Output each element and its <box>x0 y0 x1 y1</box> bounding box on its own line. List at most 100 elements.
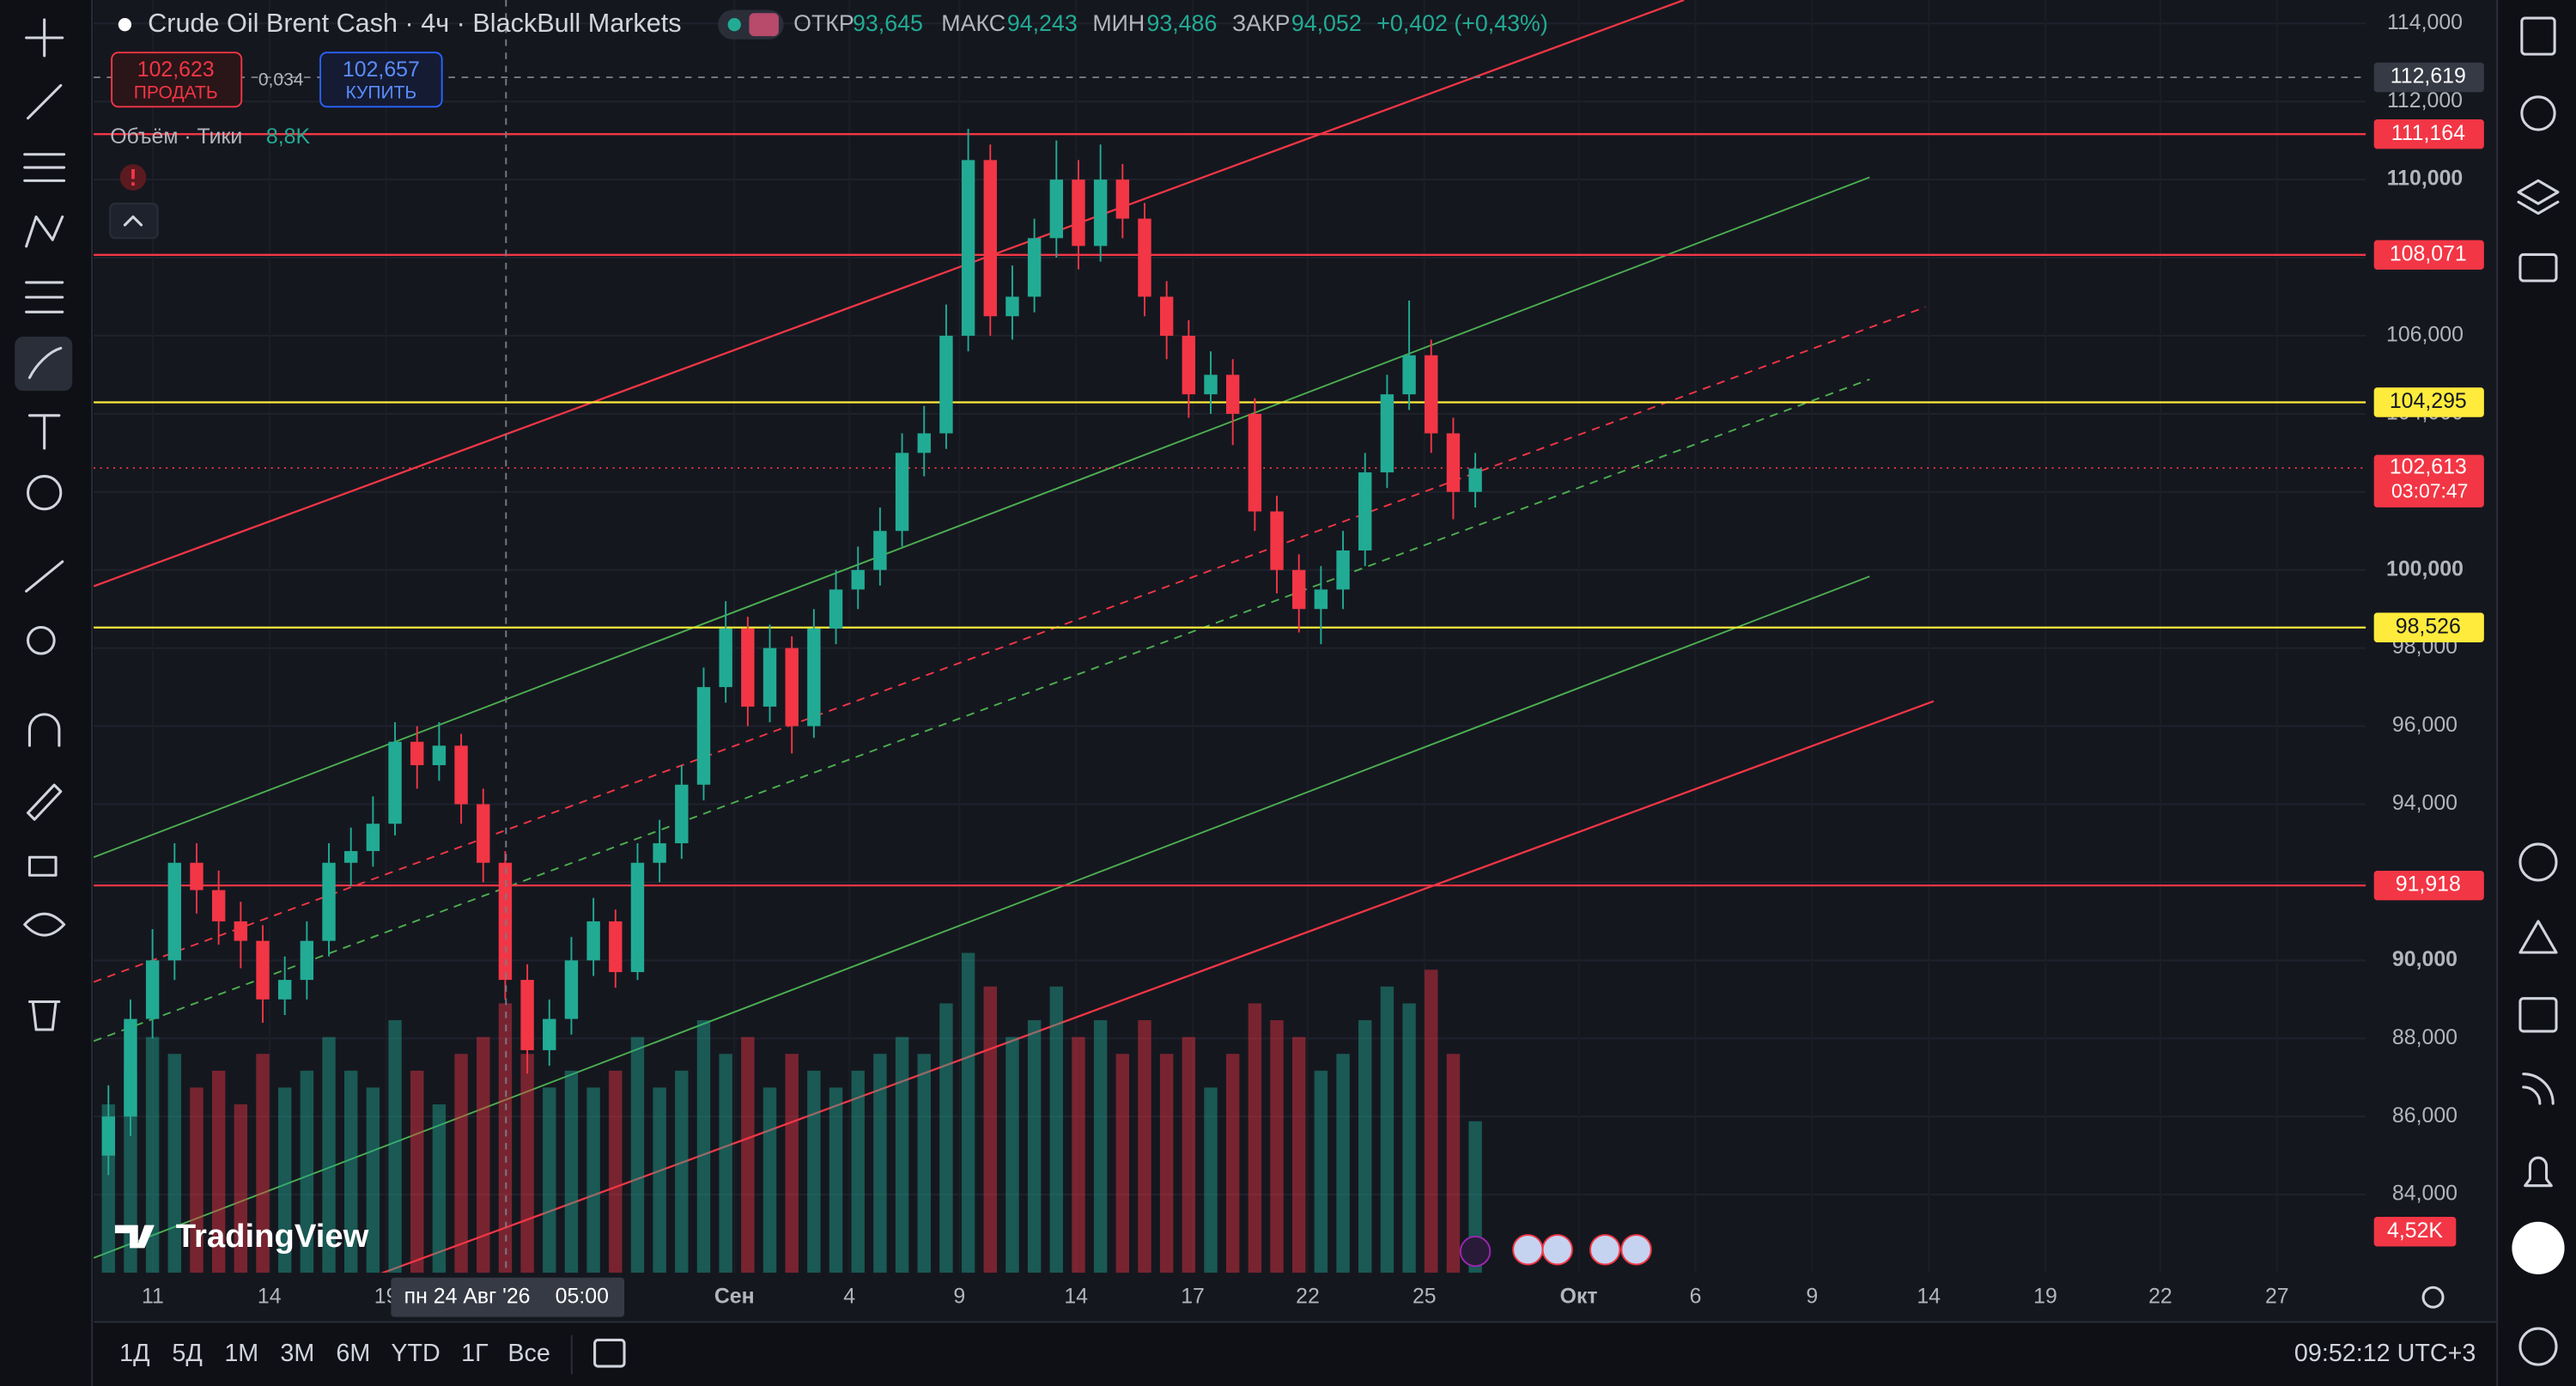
x-tick-label: 27 <box>2265 1284 2289 1308</box>
date-range-icon[interactable] <box>593 1338 626 1368</box>
candle-body <box>719 628 732 688</box>
event-icon[interactable] <box>1459 1236 1492 1267</box>
chat-icon[interactable] <box>2518 252 2558 283</box>
volume-bar <box>410 1070 424 1274</box>
volume-bar <box>1425 970 1438 1274</box>
candle-body <box>256 940 270 1000</box>
y-tick-label: 94,000 <box>2392 791 2458 815</box>
help-icon[interactable] <box>2518 1327 2558 1366</box>
countdown: 03:07:47 <box>2391 480 2468 502</box>
candle-body <box>410 741 424 766</box>
sell-price: 102,623 <box>137 58 215 82</box>
bottom-bar: 09:52:12 UTC+3 1Д 5Д 1М 3М 6М YTD 1Г Все <box>119 1334 2476 1375</box>
candle-body <box>762 647 777 707</box>
sell-button[interactable] <box>111 52 243 108</box>
emoji-tool[interactable] <box>26 475 63 511</box>
price-axis <box>2366 0 2498 1322</box>
settings-icon[interactable] <box>2421 1286 2445 1309</box>
notifications-icon[interactable] <box>2524 1156 2553 1188</box>
projection-tool[interactable] <box>25 281 64 313</box>
candle-body <box>851 569 865 590</box>
y-tick-label: 90,000 <box>2392 947 2458 971</box>
range-button[interactable]: Все <box>507 1340 550 1367</box>
collapse-button[interactable] <box>109 203 159 240</box>
brush-tool <box>27 346 63 380</box>
zoom-tool[interactable] <box>26 625 56 655</box>
volume-bar <box>807 1070 821 1274</box>
y-tick-label: 96,000 <box>2392 713 2458 737</box>
x-tick-label: 11 <box>142 1284 164 1308</box>
brush-tool-active[interactable] <box>15 337 73 392</box>
trendline-tool[interactable] <box>26 83 63 120</box>
ideas-icon[interactable] <box>2518 920 2558 954</box>
volume-bar <box>1358 1020 1372 1274</box>
candle-body <box>1027 238 1042 297</box>
event-icon[interactable] <box>1541 1234 1573 1266</box>
magnet-tool[interactable] <box>27 713 61 747</box>
range-button[interactable]: 6М <box>336 1340 370 1367</box>
candle-body <box>653 842 666 863</box>
text-tool[interactable] <box>27 414 61 450</box>
volume-bar <box>696 1020 711 1274</box>
ohlc-label: ОТКР <box>793 10 854 36</box>
range-button[interactable]: 5Д <box>172 1340 202 1367</box>
lock-draw-tool[interactable] <box>26 783 63 821</box>
left-toolbar <box>15 18 73 1031</box>
range-button[interactable]: 1М <box>224 1340 258 1367</box>
volume-bar <box>586 1087 600 1274</box>
event-icon[interactable] <box>1512 1234 1544 1266</box>
volume-bar <box>1270 1020 1284 1274</box>
volume-bar <box>1115 1054 1130 1274</box>
target-icon[interactable] <box>2518 842 2558 882</box>
pattern-tool[interactable] <box>25 215 64 248</box>
channel-line <box>94 575 1870 1259</box>
buy-button[interactable] <box>319 52 443 108</box>
level-label: 91,918 <box>2396 872 2461 897</box>
volume-bar <box>388 1020 402 1274</box>
range-button[interactable]: 1Д <box>119 1340 149 1367</box>
layers-icon[interactable] <box>2517 179 2560 216</box>
apps-button[interactable] <box>2512 1221 2565 1274</box>
hide-tool[interactable] <box>23 912 66 937</box>
logo <box>114 1225 155 1249</box>
chart-area <box>94 0 2366 1322</box>
range-button[interactable]: 3М <box>280 1340 314 1367</box>
range-button[interactable]: 1Г <box>461 1340 489 1367</box>
calendar-icon[interactable] <box>2518 997 2558 1033</box>
candle-body <box>145 960 160 1019</box>
crosshair-tool[interactable] <box>25 18 64 58</box>
channel-line <box>94 378 1870 1043</box>
volume-bar <box>1248 1003 1262 1274</box>
candle-body <box>1380 394 1394 473</box>
candle-body <box>388 741 402 824</box>
candle-body <box>1336 550 1350 590</box>
ruler-tool[interactable] <box>25 560 64 593</box>
candle-body <box>939 335 953 434</box>
event-icon[interactable] <box>1589 1234 1621 1266</box>
news-icon[interactable] <box>2522 1073 2555 1105</box>
candle-body <box>1446 433 1461 492</box>
range-button[interactable]: YTD <box>391 1340 440 1367</box>
volume-bar <box>454 1054 468 1274</box>
candle-body <box>1358 472 1372 551</box>
volume-bar <box>1314 1070 1328 1274</box>
candle-body <box>211 890 226 921</box>
ohlc-label: МАКС <box>941 10 1005 36</box>
alerts-icon[interactable] <box>2520 95 2556 131</box>
volume-bar <box>873 1054 887 1274</box>
volume-bar <box>653 1087 666 1274</box>
volume-bar <box>543 1087 556 1274</box>
crosshair-date: пн 24 Авг '26 <box>404 1284 531 1308</box>
fib-tool[interactable] <box>23 153 66 182</box>
delete-tool[interactable] <box>27 1000 61 1031</box>
y-tick-label: 100,000 <box>2386 556 2464 581</box>
volume-bar <box>277 1087 292 1274</box>
candle-body <box>586 921 600 961</box>
event-icon[interactable] <box>1620 1234 1652 1266</box>
x-tick-label: 14 <box>258 1284 282 1308</box>
x-tick-label: 22 <box>1296 1284 1320 1308</box>
watchlist-icon[interactable] <box>2520 16 2556 56</box>
lock-tool[interactable] <box>27 855 58 877</box>
volume-bar <box>1446 1054 1461 1274</box>
level-label-box <box>2373 240 2484 271</box>
